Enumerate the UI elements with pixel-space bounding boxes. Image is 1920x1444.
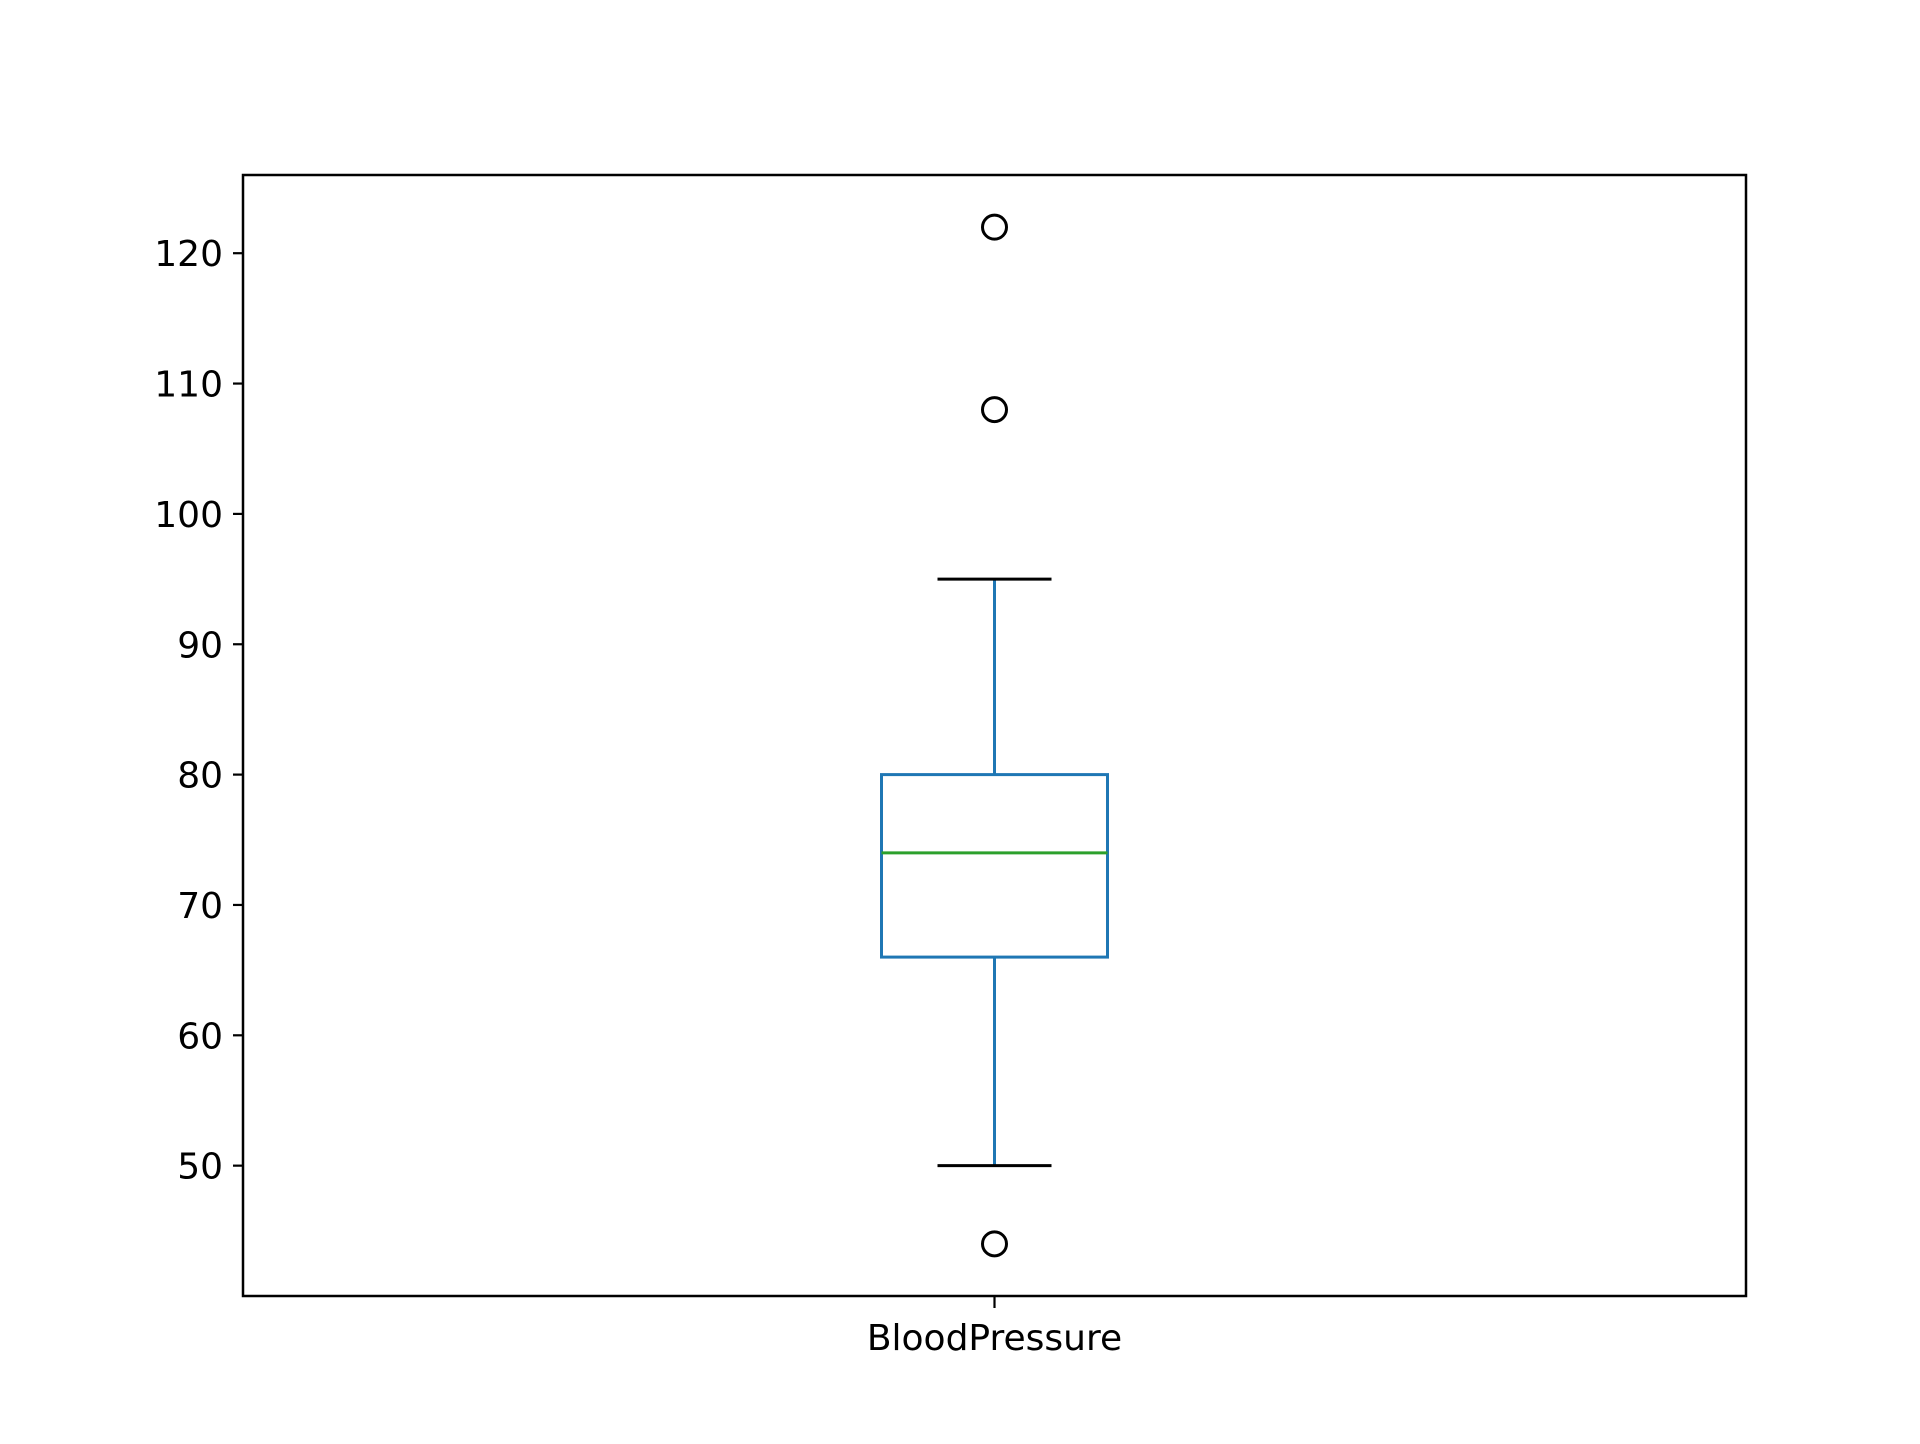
outlier-point — [981, 213, 1008, 241]
outlier-point — [981, 1230, 1008, 1258]
x-tick-label: BloodPressure — [867, 1318, 1122, 1359]
y-tick-label: 100 — [154, 495, 223, 536]
y-tick-label: 120 — [154, 234, 223, 275]
iqr-box — [880, 773, 1109, 959]
outlier-point — [981, 396, 1008, 424]
y-tick-label: 50 — [177, 1147, 223, 1188]
plot-area — [880, 213, 1109, 1258]
y-tick-label: 70 — [177, 886, 223, 927]
y-tick-label: 110 — [154, 365, 223, 406]
y-tick-label: 60 — [177, 1016, 223, 1057]
x-axis: BloodPressure — [867, 1296, 1122, 1359]
y-tick-label: 90 — [177, 625, 223, 666]
y-axis: 50 60 70 80 90 100 110 120 — [154, 234, 243, 1188]
y-tick-label: 80 — [177, 756, 223, 797]
box-group — [880, 213, 1109, 1258]
